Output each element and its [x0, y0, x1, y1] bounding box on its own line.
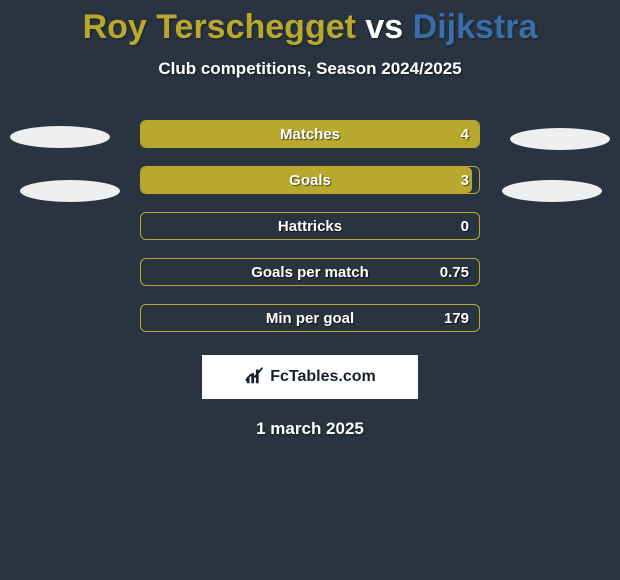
stat-label: Matches [280, 126, 340, 143]
stat-bar: Hattricks 0 [140, 212, 480, 240]
vs-text: vs [356, 8, 413, 46]
stat-bar: Goals per match 0.75 [140, 258, 480, 286]
brand-box: FcTables.com [202, 355, 418, 399]
stat-label: Hattricks [278, 218, 342, 235]
stat-row: Min per goal 179 [0, 295, 620, 341]
stat-bar: Matches 4 [140, 120, 480, 148]
stat-bar: Min per goal 179 [140, 304, 480, 332]
footer-date: 1 march 2025 [0, 419, 620, 439]
stat-row: Hattricks 0 [0, 203, 620, 249]
stat-value: 0 [461, 218, 469, 235]
subtitle: Club competitions, Season 2024/2025 [0, 59, 620, 79]
stat-row: Goals per match 0.75 [0, 249, 620, 295]
stat-row: Goals 3 [0, 157, 620, 203]
stat-value: 3 [461, 172, 469, 189]
player1-name: Roy Terschegget [83, 8, 356, 46]
stat-label: Goals [289, 172, 331, 189]
stat-value: 179 [444, 310, 469, 327]
chart-icon [244, 364, 266, 391]
stat-row: Matches 4 [0, 111, 620, 157]
stat-value: 0.75 [440, 264, 469, 281]
page-title: Roy Terschegget vs Dijkstra [0, 0, 620, 47]
stat-bar: Goals 3 [140, 166, 480, 194]
stat-rows: Matches 4 Goals 3 Hattricks 0 Goals per match 0… [0, 111, 620, 341]
player2-name: Dijkstra [413, 8, 538, 46]
brand-text: FcTables.com [270, 368, 376, 386]
stat-label: Goals per match [251, 264, 369, 281]
stat-label: Min per goal [266, 310, 354, 327]
stat-value: 4 [461, 126, 469, 143]
